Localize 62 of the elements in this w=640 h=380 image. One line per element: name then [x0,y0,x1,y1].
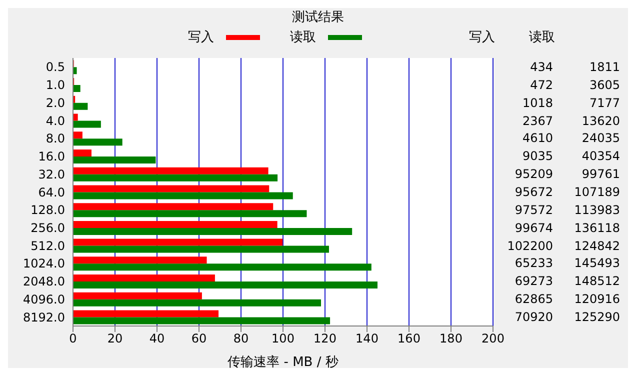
y-tick-label: 4096.0 [23,292,65,306]
text: 99674 [514,220,553,235]
text: 124842 [573,238,620,253]
y-tick-label: 1.0 [46,78,65,92]
text: 97572 [514,202,553,217]
text: 102200 [506,238,553,253]
y-tick-label: 32.0 [38,167,65,182]
text: 69273 [514,274,553,288]
x-tick-label: 20 [107,332,123,346]
y-tick-label: 128.0 [30,203,65,218]
legend-label: 读取 [290,29,316,46]
text: 62865 [514,292,553,306]
text: 65233 [514,256,553,270]
text: 113983 [573,202,620,217]
y-tick-label: 64.0 [38,185,65,200]
x-tick-label: 160 [398,332,420,346]
text: 95672 [514,185,553,199]
y-tick-label: 2048.0 [23,274,65,289]
x-tick-label: 140 [356,332,378,346]
text: 读取 [529,30,555,45]
y-tick-label: 1024.0 [23,256,65,271]
text: 9035 [521,149,553,164]
y-tick-label: 256.0 [30,220,65,235]
x-tick-label: 60 [191,332,207,346]
text: 24035 [580,131,620,146]
text: 99761 [580,167,620,182]
x-tick-label: 100 [272,332,294,346]
text: 95209 [514,167,553,182]
text: 125290 [573,310,620,324]
text: 4610 [521,131,553,146]
text: 3605 [588,78,620,92]
text: 145493 [573,256,620,270]
text: 148512 [573,274,620,288]
x-tick-label: 180 [440,332,462,346]
x-axis-title: 传输速率 - MB / 秒 [228,354,338,370]
text: 7177 [588,96,620,110]
text: 13620 [580,114,620,128]
y-tick-label: 8.0 [46,132,65,146]
text: 472 [529,78,553,92]
text: 136118 [573,220,620,235]
x-tick-label: 120 [314,332,336,346]
x-tick-label: 0 [69,332,77,346]
y-tick-label: 4.0 [46,114,65,128]
text: 2367 [521,114,553,128]
text: 1018 [521,96,553,110]
text: 120916 [573,292,620,306]
text: 写入 [469,30,495,45]
x-tick-label: 200 [482,332,504,346]
y-tick-label: 2.0 [46,96,65,110]
legend-label: 写入 [188,29,214,46]
x-tick-label: 40 [149,332,165,346]
text: 1811 [588,60,620,74]
text: 40354 [580,149,620,164]
chart-title: 测试结果 [291,9,345,26]
text: 107189 [573,185,620,199]
y-tick-label: 8192.0 [23,310,65,324]
text: 434 [529,60,553,74]
y-tick-label: 0.5 [46,60,65,74]
y-tick-label: 16.0 [38,150,65,164]
y-tick-label: 512.0 [30,238,65,253]
text: 70920 [514,310,553,324]
x-tick-label: 80 [233,332,249,346]
